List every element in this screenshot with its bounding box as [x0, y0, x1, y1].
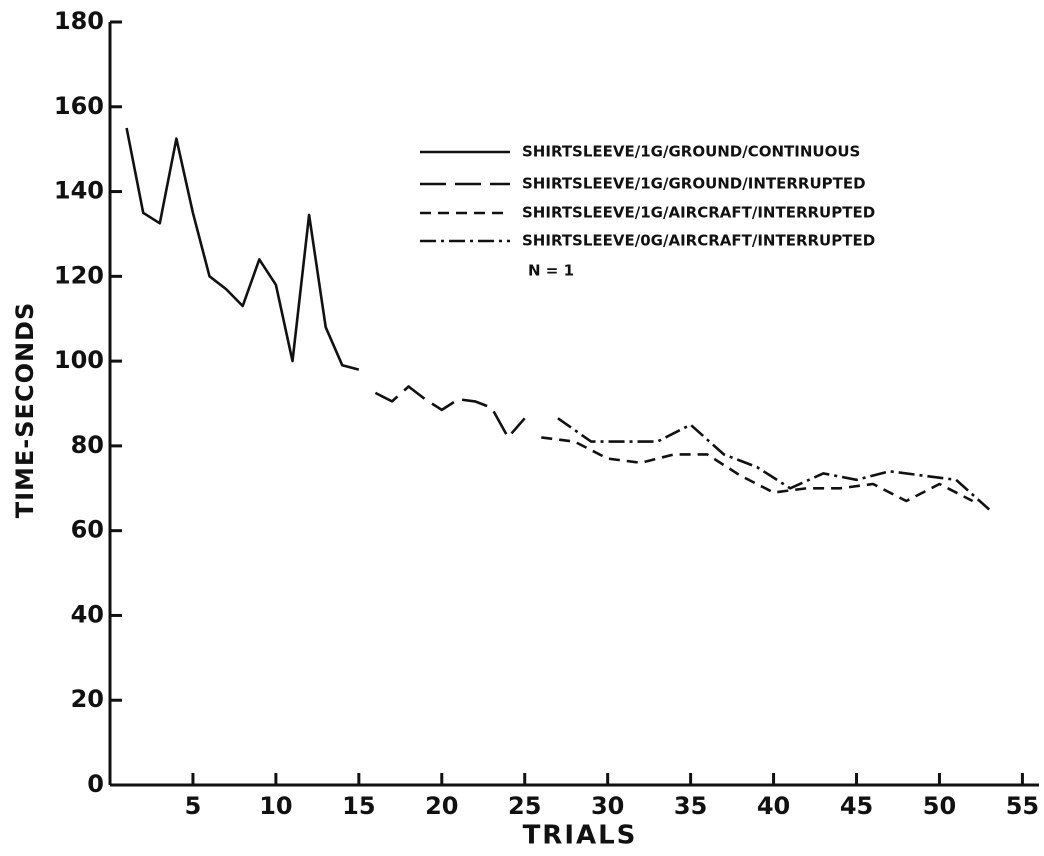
x-axis-label: TRIALS [523, 821, 638, 851]
data-line [374, 385, 526, 439]
y-tick-label: 120 [54, 261, 104, 289]
y-tick-label: 0 [87, 770, 104, 798]
annotation: N = 1 [528, 262, 574, 280]
x-tick-label: 15 [342, 792, 375, 820]
y-tick-label: 140 [54, 177, 104, 205]
legend-label: SHIRTSLEEVE/1G/AIRCRAFT/INTERRUPTED [522, 204, 875, 222]
x-tick-label: 25 [508, 792, 541, 820]
x-tick-label: 50 [923, 792, 956, 820]
legend-label: SHIRTSLEEVE/1G/GROUND/INTERRUPTED [522, 175, 866, 193]
legend-label: SHIRTSLEEVE/0G/AIRCRAFT/INTERRUPTED [522, 232, 875, 250]
y-axis-label: TIME-SECONDS [11, 302, 39, 519]
y-tick-label: 40 [71, 600, 104, 628]
x-tick-label: 20 [425, 792, 458, 820]
x-tick-label: 40 [757, 792, 790, 820]
data-line [125, 127, 360, 371]
x-tick-label: 45 [840, 792, 873, 820]
data-line [557, 417, 991, 511]
x-tick-label: 30 [591, 792, 624, 820]
legend-label: SHIRTSLEEVE/1G/GROUND/CONTINUOUS [522, 143, 860, 161]
data-line [541, 436, 974, 503]
y-tick-label: 100 [54, 346, 104, 374]
x-tick-label: 55 [1006, 792, 1039, 820]
x-tick-label: 10 [259, 792, 292, 820]
y-tick-label: 180 [54, 7, 104, 35]
x-tick-label: 35 [674, 792, 707, 820]
y-tick-label: 160 [54, 92, 104, 120]
y-tick-label: 60 [71, 516, 104, 544]
x-tick-label: 5 [185, 792, 202, 820]
y-tick-label: 80 [71, 431, 104, 459]
y-tick-label: 20 [71, 685, 104, 713]
